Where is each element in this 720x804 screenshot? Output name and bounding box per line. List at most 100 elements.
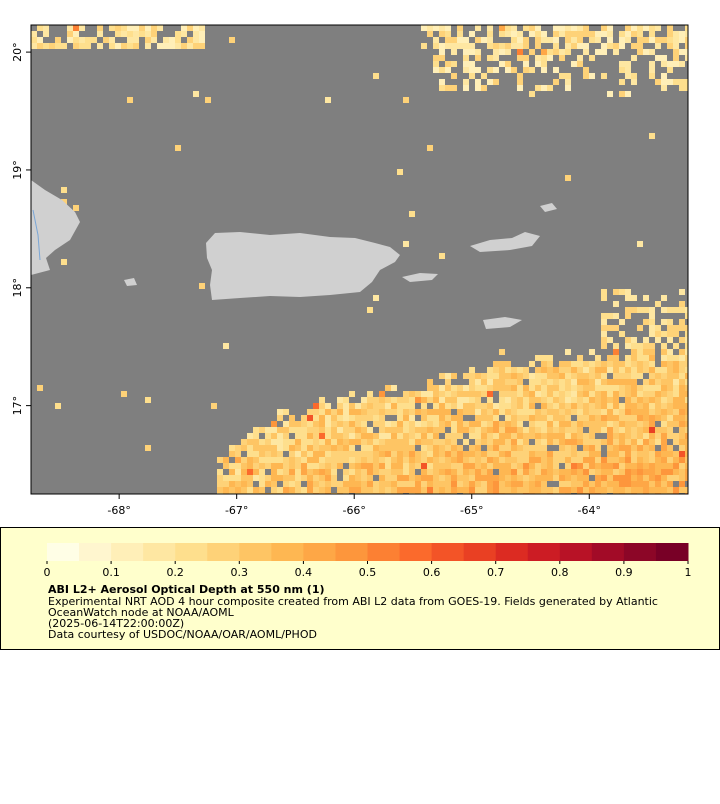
aerosol-pixel <box>547 457 553 463</box>
aerosol-pixel <box>637 241 643 247</box>
aerosol-pixel <box>349 439 355 445</box>
aerosol-pixel <box>589 421 595 427</box>
aerosol-pixel <box>469 385 475 391</box>
aerosol-pixel <box>625 409 631 415</box>
aerosol-pixel <box>457 415 463 421</box>
aerosol-pixel <box>403 439 409 445</box>
aerosol-pixel <box>535 439 541 445</box>
aerosol-pixel <box>445 451 451 457</box>
aerosol-pixel <box>421 415 427 421</box>
aerosol-pixel <box>559 367 565 373</box>
aerosol-pixel <box>229 481 235 487</box>
aerosol-pixel <box>265 457 271 463</box>
aerosol-pixel <box>553 31 559 37</box>
aerosol-pixel <box>505 463 511 469</box>
aerosol-pixel <box>331 409 337 415</box>
aerosol-pixel <box>325 409 331 415</box>
aerosol-pixel <box>643 343 649 349</box>
aerosol-pixel <box>595 409 601 415</box>
aerosol-pixel <box>403 451 409 457</box>
aerosol-pixel <box>535 397 541 403</box>
aerosol-pixel <box>601 367 607 373</box>
aerosol-pixel <box>637 463 643 469</box>
aerosol-pixel <box>655 25 661 31</box>
aerosol-pixel <box>619 379 625 385</box>
aerosol-pixel <box>469 457 475 463</box>
aerosol-pixel <box>637 349 643 355</box>
aerosol-pixel <box>511 409 517 415</box>
aerosol-pixel <box>631 367 637 373</box>
aerosol-pixel <box>511 415 517 421</box>
aerosol-pixel <box>337 445 343 451</box>
x-tick-label: -67° <box>225 504 248 517</box>
aerosol-pixel <box>529 373 535 379</box>
aerosol-pixel <box>343 451 349 457</box>
aerosol-pixel <box>415 421 421 427</box>
aerosol-pixel <box>529 433 535 439</box>
aerosol-pixel <box>451 391 457 397</box>
aerosol-pixel <box>619 391 625 397</box>
aerosol-pixel <box>127 43 133 49</box>
aerosol-pixel <box>319 403 325 409</box>
aerosol-pixel <box>499 349 505 355</box>
aerosol-pixel <box>79 25 85 31</box>
aerosol-pixel <box>427 469 433 475</box>
aerosol-pixel <box>499 367 505 373</box>
aerosol-pixel <box>343 481 349 487</box>
aerosol-pixel <box>481 391 487 397</box>
aerosol-pixel <box>295 475 301 481</box>
aerosol-pixel <box>409 427 415 433</box>
aerosol-pixel <box>469 445 475 451</box>
aerosol-pixel <box>199 43 205 49</box>
aerosol-pixel <box>631 409 637 415</box>
aerosol-pixel <box>559 73 565 79</box>
aerosol-pixel <box>355 469 361 475</box>
aerosol-pixel <box>679 85 685 91</box>
aerosol-pixel <box>505 409 511 415</box>
aerosol-pixel <box>307 439 313 445</box>
aerosol-pixel <box>271 421 277 427</box>
aerosol-pixel <box>613 451 619 457</box>
aerosol-pixel <box>643 421 649 427</box>
aerosol-pixel <box>391 433 397 439</box>
aerosol-pixel <box>229 445 235 451</box>
aerosol-pixel <box>325 421 331 427</box>
aerosol-pixel <box>469 469 475 475</box>
aerosol-pixel <box>667 43 673 49</box>
aerosol-pixel <box>313 487 319 493</box>
aerosol-pixel <box>583 367 589 373</box>
colorbar-swatch <box>47 543 80 561</box>
aerosol-pixel <box>649 421 655 427</box>
aerosol-pixel <box>517 451 523 457</box>
aerosol-pixel <box>583 409 589 415</box>
aerosol-pixel <box>673 403 679 409</box>
aerosol-pixel <box>421 409 427 415</box>
aerosol-pixel <box>301 421 307 427</box>
aerosol-pixel <box>451 481 457 487</box>
aerosol-pixel <box>493 373 499 379</box>
aerosol-pixel <box>517 439 523 445</box>
aerosol-pixel <box>445 397 451 403</box>
aerosol-pixel <box>229 469 235 475</box>
aerosol-pixel <box>625 403 631 409</box>
aerosol-pixel <box>499 427 505 433</box>
aerosol-pixel <box>499 445 505 451</box>
axes: -68° -67° -66° -65° -64°17°18°19°20° <box>11 42 601 517</box>
aerosol-pixel <box>397 439 403 445</box>
aerosol-pixel <box>313 415 319 421</box>
aerosol-pixel <box>439 55 445 61</box>
aerosol-pixel <box>433 397 439 403</box>
aerosol-pixel <box>541 445 547 451</box>
aerosol-pixel <box>637 415 643 421</box>
aerosol-pixel <box>463 55 469 61</box>
aerosol-pixel <box>277 451 283 457</box>
aerosol-pixel <box>361 433 367 439</box>
aerosol-pixel <box>289 415 295 421</box>
aerosol-pixel <box>289 457 295 463</box>
aerosol-pixel <box>619 367 625 373</box>
aerosol-pixel <box>643 451 649 457</box>
aerosol-pixel <box>421 433 427 439</box>
aerosol-pixel <box>433 391 439 397</box>
aerosol-pixel <box>439 385 445 391</box>
aerosol-pixel <box>559 475 565 481</box>
